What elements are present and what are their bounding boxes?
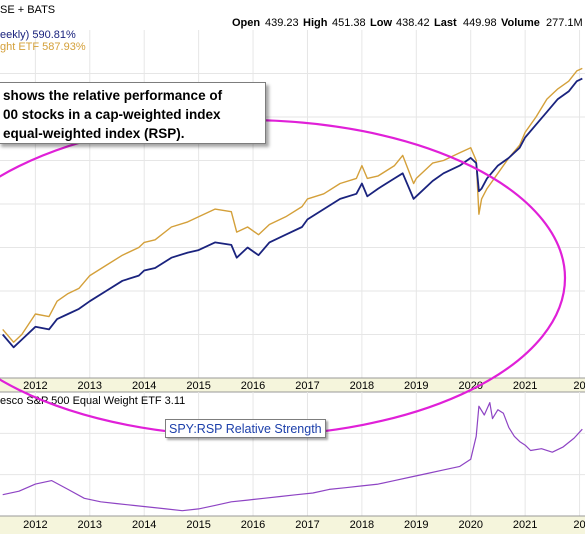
annotation-line-3: equal-weighted index (RSP).	[3, 126, 185, 141]
x-tick-label: 2019	[404, 519, 428, 531]
x-tick-label: 2020	[458, 519, 482, 531]
x-tick-label: 2017	[295, 380, 319, 392]
annotation-line-2: 00 stocks in a cap-weighted index	[3, 107, 221, 122]
x-tick-label: 2018	[350, 380, 374, 392]
volume-label: Volume	[501, 17, 540, 29]
ohlc-readout: Open 439.23 High 451.38 Low 438.42 Last …	[232, 17, 583, 29]
x-tick-label: 2016	[241, 380, 265, 392]
x-tick-label: 2015	[186, 519, 210, 531]
low-label: Low	[370, 17, 392, 29]
x-tick-label: 2014	[132, 380, 156, 392]
rsp-series-line	[2, 67, 583, 343]
x-tick-label: 2015	[186, 380, 210, 392]
high-label: High	[303, 17, 328, 29]
ratio-panel-title: esco S&P 500 Equal Weight ETF 3.11	[0, 395, 185, 407]
rsp-legend: ght ETF 587.93%	[0, 41, 86, 53]
last-value: 449.98	[463, 17, 497, 29]
x-tick-label: 2020	[458, 380, 482, 392]
low-value: 438.42	[396, 17, 430, 29]
x-tick-label: 2014	[132, 519, 156, 531]
relative-strength-label: SPY:RSP Relative Strength	[165, 419, 326, 438]
annotation-callout: shows the relative performance of 00 sto…	[0, 82, 266, 144]
open-value: 439.23	[265, 17, 299, 29]
ratio-series-line	[2, 402, 583, 512]
x-tick-label: 2017	[295, 519, 319, 531]
x-tick-label: 2016	[241, 519, 265, 531]
x-tick-label: 2012	[23, 380, 47, 392]
x-tick-label: 2021	[513, 380, 537, 392]
ratio-x-tick-labels: 2012 2013 2014 2015 2016 2017 2018 2019 2020 2021…	[23, 519, 585, 531]
volume-value: 277.1M	[546, 17, 583, 29]
ratio-grid	[0, 392, 585, 516]
x-tick-label: 2012	[23, 519, 47, 531]
high-value: 451.38	[332, 17, 366, 29]
header-bar	[0, 0, 585, 30]
ratio-x-axis	[0, 516, 585, 534]
open-label: Open	[232, 17, 260, 29]
spy-series-line	[2, 77, 583, 349]
x-tick-label: 2019	[404, 380, 428, 392]
x-tick-label: 2021	[513, 519, 537, 531]
x-tick-label: 2013	[78, 380, 102, 392]
price-x-axis	[0, 378, 585, 392]
x-tick-label: 2018	[350, 519, 374, 531]
price-x-tick-labels: 2012 2013 2014 2015 2016 2017 2018 2019 2020 2021…	[23, 380, 585, 392]
annotation-line-1: shows the relative performance of	[3, 88, 223, 103]
last-label: Last	[434, 17, 457, 29]
x-tick-label: 2013	[78, 519, 102, 531]
x-tick-label: 20	[573, 380, 585, 392]
price-grid	[0, 30, 585, 378]
spy-legend: eekly) 590.81%	[0, 29, 76, 41]
x-tick-label: 20	[573, 519, 585, 531]
exchange-label: SE + BATS	[0, 4, 55, 16]
